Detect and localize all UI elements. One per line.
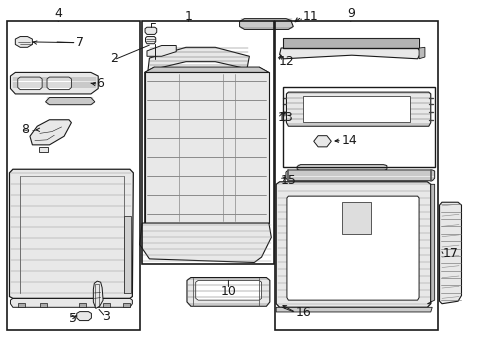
Polygon shape [18, 77, 42, 90]
Polygon shape [286, 92, 430, 126]
Polygon shape [18, 303, 25, 307]
Bar [7, 22, 140, 329]
Polygon shape [39, 147, 48, 152]
Polygon shape [79, 303, 86, 307]
Text: 2: 2 [110, 51, 118, 64]
Bar [275, 22, 437, 329]
Polygon shape [140, 223, 271, 262]
Polygon shape [279, 44, 420, 59]
Bar [142, 22, 273, 264]
Bar [282, 87, 434, 167]
Polygon shape [297, 165, 386, 171]
Polygon shape [144, 67, 268, 72]
Text: 15: 15 [281, 174, 296, 186]
Text: 9: 9 [346, 8, 354, 21]
Polygon shape [123, 216, 131, 293]
Polygon shape [147, 45, 176, 56]
Text: 7: 7 [76, 36, 84, 49]
Polygon shape [341, 202, 370, 234]
Polygon shape [259, 67, 268, 223]
Polygon shape [30, 120, 71, 145]
Polygon shape [145, 37, 156, 44]
Polygon shape [122, 303, 130, 307]
Text: 4: 4 [54, 8, 62, 21]
Polygon shape [10, 298, 132, 307]
Polygon shape [186, 278, 269, 306]
Text: 17: 17 [442, 247, 458, 260]
Polygon shape [145, 27, 157, 35]
Polygon shape [47, 77, 71, 90]
Polygon shape [439, 202, 461, 304]
Polygon shape [144, 67, 154, 223]
Text: 1: 1 [184, 10, 192, 23]
Polygon shape [15, 37, 32, 47]
Polygon shape [77, 312, 91, 320]
Polygon shape [286, 196, 418, 300]
Polygon shape [144, 72, 268, 223]
Text: 8: 8 [21, 123, 29, 136]
Text: 16: 16 [295, 306, 311, 319]
Text: 10: 10 [220, 285, 236, 298]
Polygon shape [276, 182, 430, 307]
Polygon shape [282, 39, 418, 48]
Polygon shape [313, 136, 330, 147]
Polygon shape [427, 184, 434, 304]
Polygon shape [418, 47, 424, 59]
Polygon shape [276, 307, 431, 312]
Polygon shape [285, 170, 434, 181]
Polygon shape [239, 19, 293, 30]
Polygon shape [303, 96, 409, 122]
Polygon shape [103, 303, 110, 307]
Text: 6: 6 [96, 77, 103, 90]
Text: 5: 5 [69, 311, 77, 325]
Polygon shape [45, 98, 95, 105]
Text: 14: 14 [341, 134, 357, 147]
Polygon shape [40, 303, 47, 307]
Text: 11: 11 [303, 10, 318, 23]
Polygon shape [9, 169, 133, 298]
Text: 13: 13 [277, 112, 293, 125]
Polygon shape [148, 47, 249, 71]
Polygon shape [10, 72, 98, 94]
Text: 3: 3 [102, 310, 109, 324]
Text: 12: 12 [278, 55, 294, 68]
Polygon shape [195, 280, 261, 300]
Polygon shape [93, 281, 103, 309]
